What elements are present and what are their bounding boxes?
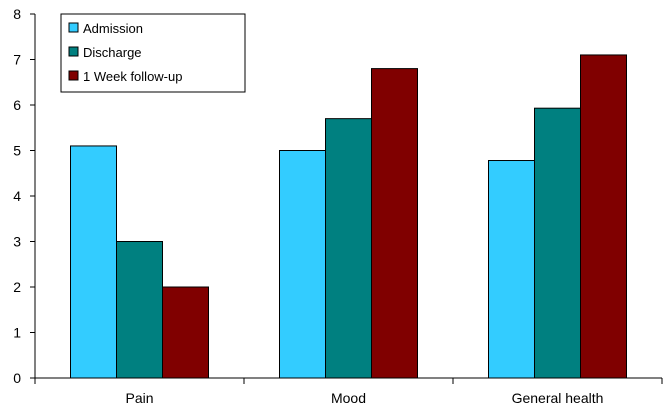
- y-tick-label: 5: [13, 143, 21, 159]
- legend-box: [60, 13, 246, 93]
- y-tick-label: 3: [13, 234, 21, 250]
- bar-admission-pain: [70, 145, 117, 379]
- bar-1-week-follow-up-pain: [162, 286, 209, 379]
- bar-1-week-follow-up-mood: [371, 68, 418, 379]
- bar-discharge-mood: [325, 118, 372, 379]
- legend-label-admission: Admission: [83, 21, 143, 36]
- x-category-labels: Pain Mood General health: [125, 390, 603, 406]
- bar-1-week-follow-up-general-health: [580, 54, 627, 379]
- bar-discharge-pain: [116, 241, 163, 379]
- legend-swatch-1-week-follow-up: [68, 70, 79, 81]
- y-tick-label: 0: [13, 370, 21, 386]
- legend-swatch-admission: [68, 22, 79, 33]
- legend-swatch-discharge: [68, 46, 79, 57]
- y-tick-label: 4: [13, 188, 21, 204]
- bar-discharge-general-health: [534, 107, 581, 379]
- legend-label-discharge: Discharge: [83, 45, 142, 60]
- y-tick-label: 6: [13, 97, 21, 113]
- x-tick-label: Pain: [125, 390, 153, 406]
- bars-layer: [70, 54, 627, 379]
- y-tick-label: 7: [13, 52, 21, 68]
- y-tick-labels: 0 1 2 3 4 5 6 7 8: [13, 6, 21, 386]
- y-tick-label: 2: [13, 279, 21, 295]
- x-tick-label: General health: [512, 390, 604, 406]
- legend: Admission Discharge 1 Week follow-up: [60, 13, 246, 93]
- bar-admission-mood: [279, 150, 326, 379]
- x-tick-label: Mood: [331, 390, 366, 406]
- bar-admission-general-health: [488, 160, 535, 379]
- y-tick-label: 8: [13, 6, 21, 22]
- y-tick-label: 1: [13, 325, 21, 341]
- axes-layer: [30, 13, 663, 384]
- legend-label-1-week-follow-up: 1 Week follow-up: [83, 69, 182, 84]
